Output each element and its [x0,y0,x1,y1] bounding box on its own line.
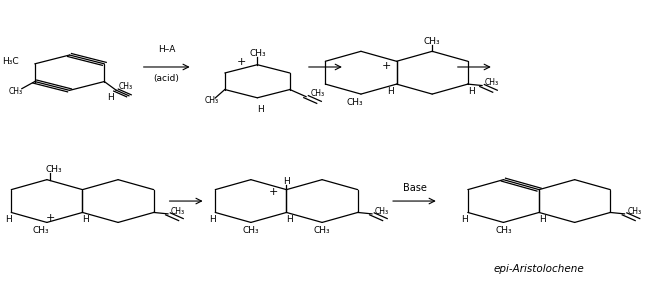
Text: CH₃: CH₃ [346,98,363,107]
Text: H: H [82,215,89,224]
Text: CH₃: CH₃ [171,206,185,215]
Text: CH₃: CH₃ [242,226,259,236]
Text: H₃C: H₃C [2,56,18,65]
Text: H: H [539,215,546,224]
Text: CH₃: CH₃ [374,206,389,215]
Text: CH₃: CH₃ [249,49,265,58]
Text: H: H [387,87,394,96]
Text: H–A: H–A [158,46,175,54]
Text: H: H [5,215,11,224]
Text: H: H [107,93,114,102]
Text: (acid): (acid) [154,74,179,83]
Text: CH₃: CH₃ [32,226,49,236]
Text: +: + [382,60,392,71]
Text: CH₃: CH₃ [495,226,512,236]
Text: H: H [283,177,290,185]
Text: H: H [286,215,293,224]
Text: CH₃: CH₃ [119,82,133,91]
Text: H: H [468,87,474,96]
Text: H: H [461,215,468,224]
Text: H: H [257,105,264,114]
Text: Base: Base [403,183,426,193]
Text: +: + [237,57,246,67]
Text: CH₃: CH₃ [205,96,219,105]
Text: +: + [45,213,55,223]
Text: CH₃: CH₃ [311,89,325,98]
Text: CH₃: CH₃ [9,87,22,96]
Text: CH₃: CH₃ [627,206,641,215]
Text: H: H [209,215,215,224]
Text: epi-Aristolochene: epi-Aristolochene [493,264,585,274]
Text: CH₃: CH₃ [45,165,62,174]
Text: CH₃: CH₃ [424,37,440,46]
Text: +: + [269,187,278,198]
Text: CH₃: CH₃ [485,78,499,87]
Text: CH₃: CH₃ [314,226,330,236]
